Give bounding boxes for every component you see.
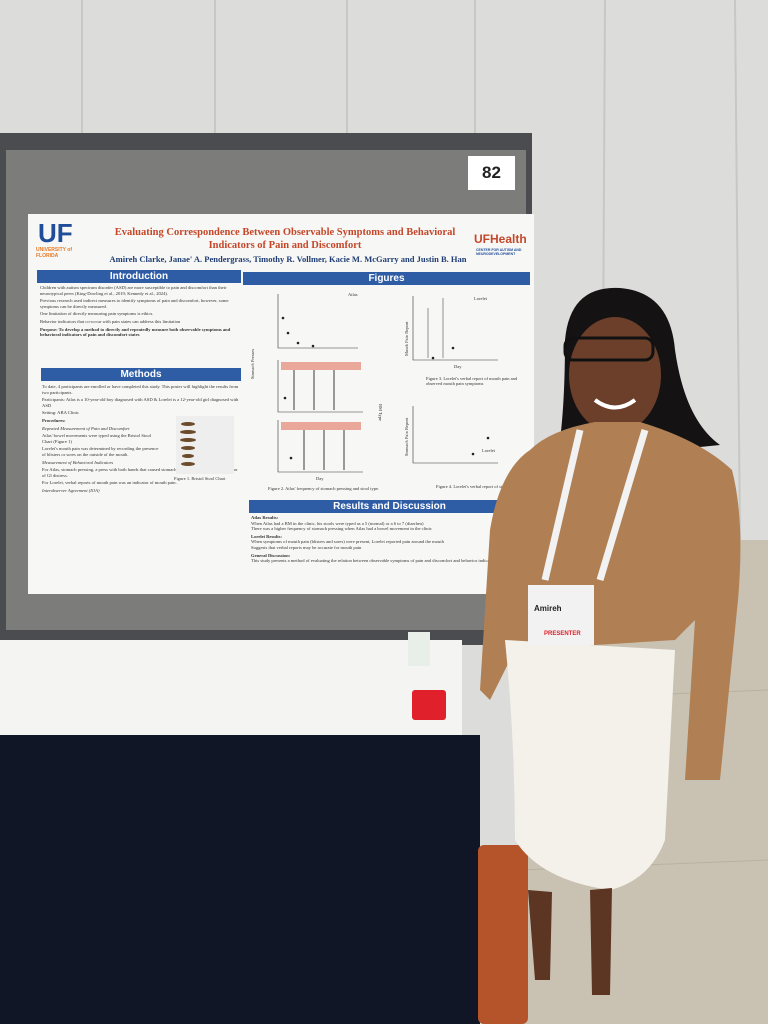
person	[480, 287, 741, 995]
bullet: When symptoms of mouth pain (blisters an…	[251, 539, 444, 545]
series-label: Atlas	[348, 292, 358, 297]
bullet: One limitation of directly measuring pai…	[40, 311, 154, 317]
paragraph: Repeated Measurement of Pain and Discomf…	[42, 425, 130, 431]
axis-label: Stomach Presses	[250, 348, 255, 379]
subheading: General Discussion:	[251, 552, 291, 558]
intro-text: Children with autism spectrum disorder (…	[40, 285, 240, 365]
logo-right-text: CENTER FOR AUTISM AND NEURODEVELOPMENT	[476, 248, 522, 256]
figure-caption: Figure 4. Lorelei's verbal report of sto…	[436, 484, 524, 489]
results-text: Atlas Results: When Atlas had a BM in th…	[251, 515, 529, 590]
poster-title: Evaluating Correspondence Between Observ…	[114, 227, 456, 251]
badge-name: Amireh	[534, 604, 562, 613]
methods-text: To date, 4 participants are enrolled or …	[42, 384, 242, 589]
paragraph: This study presents a method of evaluati…	[251, 558, 498, 564]
section-heading: Results and Discussion	[249, 500, 530, 513]
axis-label: Stomach Pain Report	[404, 417, 409, 456]
poster-authors: Amireh Clarke, Janae' A. Pendergrass, Ti…	[109, 254, 467, 264]
logo-left-text: UNIVERSITY of FLORIDA	[36, 247, 73, 259]
board-number: 82	[468, 156, 515, 190]
bullet: Previous research used indirect measures…	[40, 298, 229, 309]
figure-caption: Figure 2. Atlas' frequency of stomach pr…	[268, 486, 380, 491]
stool-chart	[176, 416, 234, 474]
paragraph: Participants: Atlas is a 10-year-old boy…	[42, 397, 239, 408]
subheading: Lorelei Results:	[251, 533, 282, 539]
axis-label: Day	[316, 476, 324, 481]
paragraph: Atlas' bowel movements were typed using …	[42, 433, 152, 444]
paragraph: Measurement of Behavioral Indicators	[42, 459, 114, 465]
paragraph: For Lorelei, verbal reports of mouth pai…	[42, 480, 177, 486]
paragraph: Procedures:	[42, 417, 66, 423]
logo-right: UFHealth	[474, 232, 527, 246]
paragraph: Interobserver Agreement (IOA)	[42, 487, 100, 493]
series-label: Lorelei	[474, 296, 487, 301]
figure-plots	[277, 294, 498, 473]
axis-label: BM Type	[378, 404, 383, 421]
subheading: Atlas Results:	[251, 515, 279, 520]
poster: UF UNIVERSITY of FLORIDA Evaluating Corr…	[28, 214, 534, 594]
bullet: Suggests that verbal reports may be accu…	[251, 544, 362, 550]
section-heading: Methods	[41, 368, 241, 381]
paragraph: For Atlas, stomach pressing, a press wit…	[42, 467, 238, 478]
paragraph: Setting: ABA Clinic	[42, 410, 80, 416]
paragraph: To date, 4 participants are enrolled or …	[42, 384, 239, 395]
bullet: Children with autism spectrum disorder (…	[40, 285, 227, 296]
paragraph: Lorelei's mouth pain was determined by r…	[42, 446, 159, 457]
figure-caption: Figure 3. Lorelei's verbal report of mou…	[426, 376, 518, 386]
axis-label: Mouth Pain Report	[404, 321, 409, 357]
badge-role: PRESENTER	[544, 631, 581, 637]
section-heading: Figures	[243, 272, 530, 285]
axis-label: Day	[454, 364, 462, 369]
bullet: There was a higher frequency of stomach …	[251, 526, 432, 532]
bullet: When Atlas had a BM in the clinic, his s…	[251, 520, 424, 526]
logo-left: UF	[38, 218, 73, 248]
purpose: Purpose: To develop a method to directly…	[40, 326, 231, 338]
series-label: Lorelei	[482, 448, 495, 453]
section-heading: Introduction	[37, 270, 241, 283]
bullet: Behavior indicators that co-occur with p…	[40, 318, 181, 324]
figure-caption: Figure 1. Bristol Stool Chart	[174, 476, 226, 481]
